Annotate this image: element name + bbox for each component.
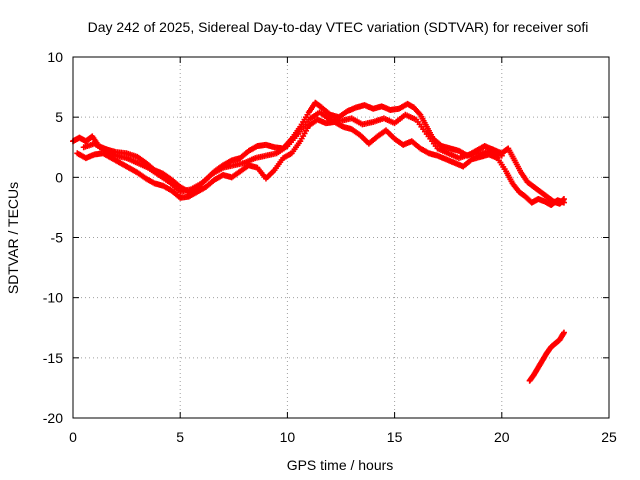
x-tick-label: 0 — [69, 429, 77, 445]
y-tick-label: 5 — [55, 109, 63, 125]
x-tick-label: 10 — [280, 429, 296, 445]
data-points — [70, 99, 567, 384]
y-tick-label: 0 — [55, 169, 63, 185]
x-tick-label: 15 — [387, 429, 403, 445]
data-point — [498, 152, 505, 159]
y-tick-label: -5 — [51, 230, 64, 246]
x-tick-label: 25 — [601, 429, 617, 445]
chart-title: Day 242 of 2025, Sidereal Day-to-day VTE… — [88, 19, 589, 35]
y-tick-label: -20 — [43, 410, 63, 426]
y-tick-label: 10 — [47, 49, 63, 65]
y-tick-label: -15 — [43, 350, 63, 366]
grid — [73, 57, 609, 418]
x-axis-label: GPS time / hours — [287, 457, 394, 473]
x-tick-label: 5 — [176, 429, 184, 445]
series-offset-segment — [526, 329, 567, 384]
series-middle-band — [80, 109, 505, 195]
data-point — [560, 329, 567, 336]
axis-ticks: 0 5 10 15 20 25 -20 -15 -10 -5 0 5 10 — [43, 49, 617, 445]
y-tick-label: -10 — [43, 290, 63, 306]
series-main-track-lower — [74, 116, 567, 209]
x-tick-label: 20 — [494, 429, 510, 445]
data-point — [560, 199, 567, 206]
y-axis-label: SDTVAR / TECUs — [5, 182, 21, 294]
